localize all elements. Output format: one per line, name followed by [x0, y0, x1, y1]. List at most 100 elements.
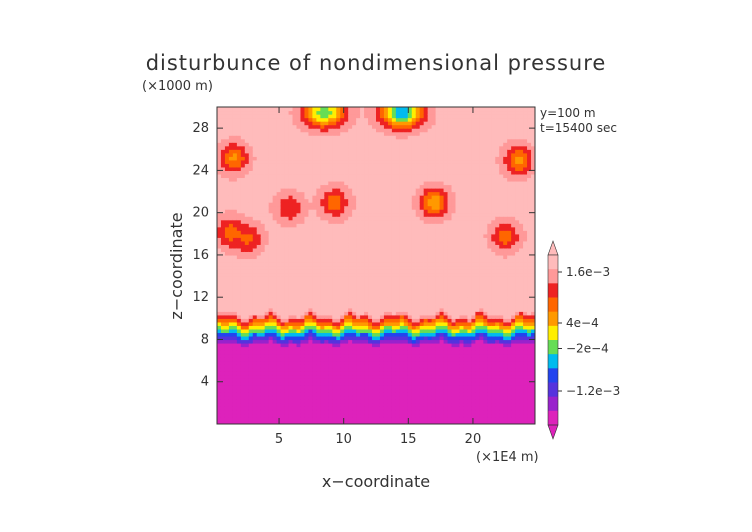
field-cell — [411, 237, 417, 242]
field-cell — [260, 335, 266, 341]
field-cell — [312, 420, 317, 424]
field-cell — [232, 346, 238, 351]
field-cell — [232, 188, 238, 193]
field-cell — [292, 163, 298, 168]
field-cell — [328, 247, 333, 253]
field-cell — [423, 272, 429, 277]
field-cell — [264, 283, 270, 288]
field-cell — [272, 258, 278, 263]
field-cell — [316, 170, 321, 175]
field-cell — [236, 117, 242, 122]
field-cell — [244, 318, 250, 323]
field-cell — [264, 300, 270, 305]
field-cell — [340, 385, 345, 390]
field-cell — [312, 142, 317, 147]
field-cell — [312, 198, 317, 203]
field-cell — [304, 283, 310, 288]
field-cell — [300, 145, 306, 150]
field-cell — [372, 117, 377, 122]
field-cell — [379, 297, 385, 302]
field-cell — [228, 163, 234, 168]
field-cell — [260, 223, 266, 228]
field-cell — [272, 367, 278, 372]
field-cell — [411, 364, 417, 369]
field-cell — [268, 385, 274, 390]
field-cell — [336, 121, 341, 126]
field-cell — [284, 420, 290, 424]
field-cell — [256, 420, 262, 424]
field-cell — [264, 279, 270, 284]
field-cell — [224, 339, 230, 344]
field-cell — [431, 367, 437, 372]
field-cell — [360, 399, 365, 404]
field-cell — [248, 318, 254, 323]
field-cell — [248, 272, 254, 277]
field-cell — [399, 357, 405, 362]
field-cell — [232, 191, 238, 196]
field-cell — [232, 254, 238, 260]
field-cell — [268, 163, 274, 168]
field-cell — [403, 374, 409, 379]
field-cell — [376, 247, 381, 253]
field-cell — [423, 409, 429, 415]
field-cell — [272, 342, 278, 348]
field-cell — [296, 399, 302, 404]
field-cell — [224, 135, 230, 140]
field-cell — [336, 131, 341, 136]
field-cell — [232, 388, 238, 393]
field-cell — [280, 230, 286, 235]
field-cell — [224, 107, 230, 112]
field-cell — [399, 332, 405, 337]
field-cell — [296, 145, 302, 150]
field-cell — [368, 276, 373, 281]
field-cell — [280, 149, 286, 154]
field-cell — [292, 188, 298, 193]
field-cell — [356, 392, 361, 397]
field-cell — [340, 321, 345, 326]
field-cell — [336, 188, 341, 193]
field-cell — [352, 413, 357, 418]
field-cell — [308, 304, 313, 309]
field-cell — [352, 286, 357, 291]
field-cell — [360, 286, 365, 291]
field-cell — [376, 251, 381, 256]
field-cell — [240, 265, 246, 270]
field-cell — [376, 261, 381, 267]
field-cell — [288, 367, 294, 372]
field-cell — [399, 265, 405, 270]
field-cell — [383, 346, 389, 351]
field-cell — [379, 342, 385, 348]
field-cell — [284, 325, 290, 330]
field-cell — [383, 409, 389, 415]
field-cell — [387, 314, 393, 319]
field-cell — [368, 212, 373, 217]
field-cell — [399, 311, 405, 316]
field-cell — [376, 145, 381, 150]
field-cell — [304, 353, 310, 358]
field-cell — [268, 198, 274, 203]
field-cell — [352, 265, 357, 270]
field-cell — [284, 230, 290, 235]
field-cell — [284, 265, 290, 270]
field-cell — [276, 381, 282, 386]
field-cell — [264, 367, 270, 372]
field-cell — [320, 205, 325, 210]
field-cell — [220, 202, 226, 207]
field-cell — [419, 304, 425, 309]
field-cell — [264, 346, 270, 351]
field-cell — [296, 142, 302, 147]
field-cell — [236, 121, 242, 126]
field-cell — [292, 350, 298, 355]
field-cell — [268, 177, 274, 182]
field-cell — [217, 332, 222, 337]
field-cell — [344, 145, 349, 150]
field-cell — [419, 272, 425, 277]
field-cell — [411, 346, 417, 351]
field-cell — [415, 226, 421, 231]
field-cell — [352, 149, 357, 154]
field-cell — [220, 254, 226, 260]
field-cell — [308, 339, 313, 344]
field-cell — [240, 152, 246, 157]
field-cell — [411, 293, 417, 298]
field-cell — [252, 335, 258, 341]
